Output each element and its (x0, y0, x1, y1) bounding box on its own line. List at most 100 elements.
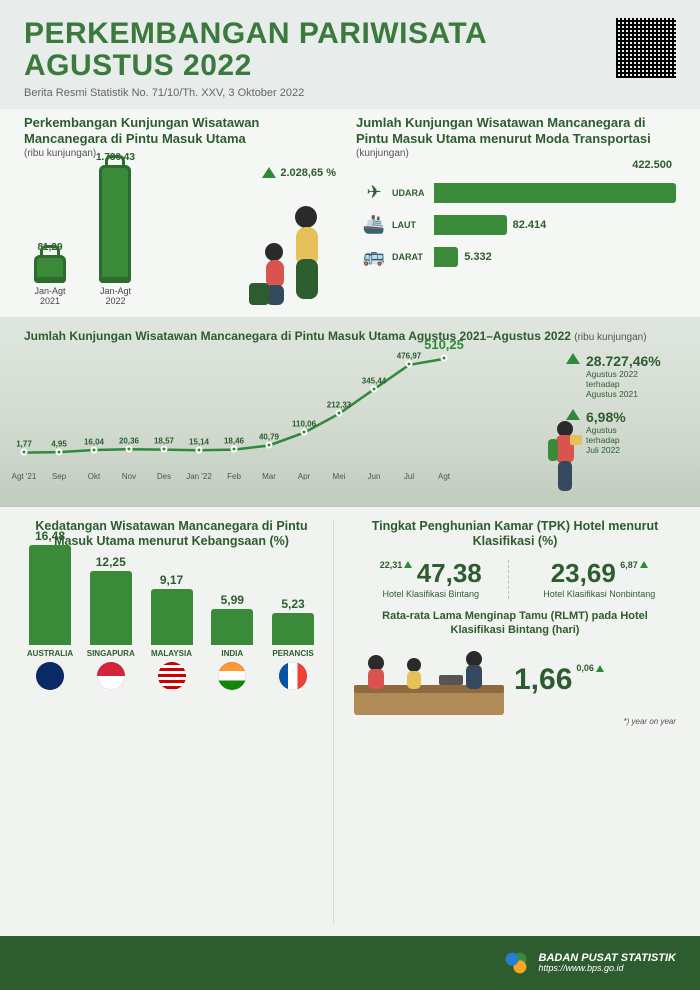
trend-growth-row: 28.727,46% Agustus 2022 terhadap Agustus… (566, 353, 676, 399)
tpk-title: Tingkat Penghunian Kamar (TPK) Hotel men… (354, 519, 676, 550)
trend-point (266, 441, 273, 448)
triangle-up-icon (596, 665, 604, 672)
transport-bars: ✈ UDARA 🚢 LAUT 82.414 🚌 (356, 177, 676, 273)
panel-transport-title: Jumlah Kunjungan Wisatawan Mancanegara d… (356, 115, 676, 148)
transport-bar-wrap (434, 183, 676, 203)
panel-tpk: Tingkat Penghunian Kamar (TPK) Hotel men… (350, 519, 676, 925)
rlmt-title: Rata-rata Lama Menginap Tamu (RLMT) pada… (354, 609, 676, 638)
yoy-note: *) year on year (354, 717, 676, 726)
tpk-value: 23,69 (551, 560, 616, 586)
flag-icon (218, 662, 246, 690)
trend-growth-pct: 6,98% (586, 409, 626, 425)
transport-bar-wrap: 82.414 (434, 215, 676, 235)
trend-point (441, 355, 448, 362)
nationality-name: SINGAPURA (87, 649, 135, 658)
triangle-up-icon (566, 353, 580, 364)
transport-value: 82.414 (513, 219, 547, 231)
nationality-value: 5,23 (281, 597, 304, 611)
trend-x-label: Jan '22 (186, 472, 212, 481)
transport-bar-wrap: 5.332 (434, 247, 676, 267)
tpk-card: 22,31 47,38 Hotel Klasifikasi Bintang (354, 560, 509, 599)
visit-growth-pct: 2.028,65 % (280, 167, 336, 179)
panel-transport: Jumlah Kunjungan Wisatawan Mancanegara d… (356, 115, 676, 307)
tpk-change: 22,31 (380, 560, 413, 570)
note-l1: Agustus (586, 425, 626, 435)
trend-x-label: Mar (262, 472, 276, 481)
nationality-bar (29, 545, 71, 645)
rlmt-value-text: 1,66 (514, 663, 572, 697)
trend-point-label: 20,36 (119, 436, 139, 445)
footer-org: BADAN PUSAT STATISTIK https://www.bps.go… (539, 952, 677, 974)
footer: BADAN PUSAT STATISTIK https://www.bps.go… (0, 936, 700, 990)
transport-bar: 82.414 (434, 215, 507, 235)
trend-x-label: Agt (438, 472, 450, 481)
period-l1: Jan-Agt (34, 286, 65, 296)
ship-icon: 🚢 (356, 214, 392, 235)
nationality-name: AUSTRALIA (27, 649, 73, 658)
tpk-card-top: 23,69 6,87 (529, 560, 671, 587)
trend-point (406, 361, 413, 368)
trend-x-label: Feb (227, 472, 241, 481)
nationality-value: 5,99 (221, 593, 244, 607)
title-line-1: PERKEMBANGAN PARIWISATA (24, 17, 487, 50)
trend-point-label: 15,14 (189, 437, 209, 446)
panel-visit-growth: Perkembangan Kunjungan Wisatawan Mancane… (24, 115, 344, 307)
flag-icon (97, 662, 125, 690)
triangle-up-icon (262, 167, 276, 178)
triangle-up-icon (404, 561, 412, 568)
nationality-column: 12,25SINGAPURA (85, 555, 137, 690)
note-l2: terhadap (586, 435, 626, 445)
panel-nationality: Kedatangan Wisatawan Mancanegara di Pint… (24, 519, 334, 925)
trend-point (56, 448, 63, 455)
trend-point (336, 410, 343, 417)
note-l3: Juli 2022 (586, 445, 626, 455)
nationality-bar (272, 613, 314, 645)
nationality-column: 5,23PERANCIS (267, 597, 319, 690)
trend-point (161, 446, 168, 453)
transport-name: UDARA (392, 188, 434, 198)
trend-point (231, 446, 238, 453)
trend-title-text: Jumlah Kunjungan Wisatawan Mancanegara d… (24, 329, 571, 343)
nationality-column: 16,48 AUSTRALIA (24, 529, 76, 690)
period-l1: Jan-Agt (100, 286, 131, 296)
rlmt-change: 0,06 (576, 663, 604, 673)
tpk-cards: 22,31 47,38 Hotel Klasifikasi Bintang 23… (354, 560, 676, 599)
visit-growth-badge: 2.028,65 % (262, 167, 336, 179)
trend-point-label: 110,06 (292, 420, 316, 429)
tpk-change-v: 22,31 (380, 560, 403, 570)
tpk-sub: Hotel Klasifikasi Nonbintang (529, 589, 671, 599)
page: PERKEMBANGAN PARIWISATA AGUSTUS 2022 Ber… (0, 0, 700, 990)
tpk-card: 23,69 6,87 Hotel Klasifikasi Nonbintang (523, 560, 677, 599)
suitcase-period: Jan-Agt 2022 (100, 287, 131, 307)
nationality-name: INDIA (221, 649, 243, 658)
transport-bar: 5.332 (434, 247, 458, 267)
transport-name: DARAT (392, 252, 434, 262)
header: PERKEMBANGAN PARIWISATA AGUSTUS 2022 Ber… (0, 0, 700, 109)
nationality-bar (211, 609, 253, 645)
note-l1: Agustus 2022 (586, 369, 661, 379)
trend-x-label: Jun (368, 472, 381, 481)
panel-visit-unit: (ribu kunjungan) (24, 148, 344, 159)
transport-top-value: 422.500 (356, 159, 676, 171)
trend-point (301, 429, 308, 436)
tpk-change: 6,87 (620, 560, 648, 570)
transport-row: 🚌 DARAT 5.332 (356, 241, 676, 273)
trend-point (371, 385, 378, 392)
trend-point-label: 18,57 (154, 436, 174, 445)
trend-point-label: 18,46 (224, 436, 244, 445)
flag-icon (279, 662, 307, 690)
panel-transport-unit: (kunjungan) (356, 148, 676, 159)
tpk-sub: Hotel Klasifikasi Bintang (360, 589, 502, 599)
trend-point (91, 446, 98, 453)
transport-bar (434, 183, 676, 203)
flag-icon (158, 662, 186, 690)
nationality-column: 5,99 INDIA (206, 593, 258, 690)
rlmt-change-v: 0,06 (576, 663, 594, 673)
period-l2: 2021 (40, 296, 60, 306)
nationality-value: 16,48 (35, 529, 65, 543)
trend-growth-stats: 28.727,46% Agustus 2022 terhadap Agustus… (566, 353, 676, 465)
footer-url: https://www.bps.go.id (539, 964, 677, 974)
rlmt-row: 1,66 0,06 (354, 645, 676, 715)
trend-point-label: 40,79 (259, 432, 279, 441)
trend-x-label: Jul (404, 472, 414, 481)
